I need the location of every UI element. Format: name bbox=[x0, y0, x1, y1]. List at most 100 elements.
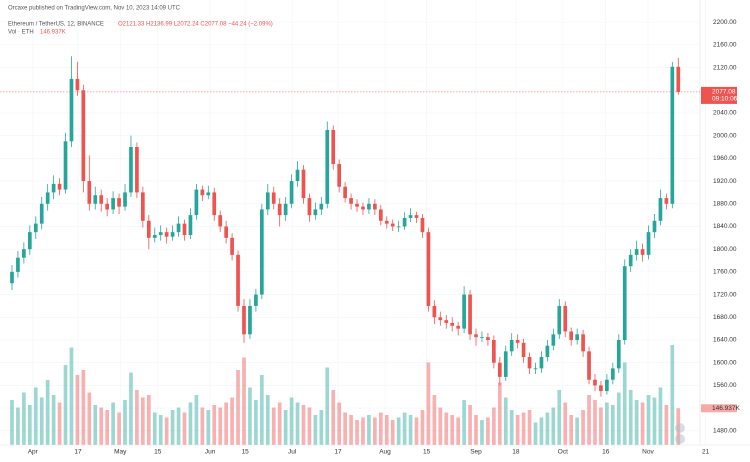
volume-bar bbox=[533, 422, 538, 445]
candle-body bbox=[658, 198, 663, 221]
volume-bar bbox=[212, 405, 217, 445]
volume-bar bbox=[271, 407, 276, 445]
candle-body bbox=[533, 368, 538, 370]
volume-bar bbox=[432, 395, 437, 445]
candle-body bbox=[265, 192, 270, 210]
volume-label: 146.937K bbox=[712, 405, 740, 412]
candle-body bbox=[676, 66, 681, 92]
candle-body bbox=[349, 198, 353, 204]
y-tick-label: 1920.00 bbox=[713, 178, 737, 185]
volume-bar bbox=[480, 420, 484, 445]
volume-bar bbox=[474, 415, 478, 445]
x-tick-label: 15 bbox=[154, 449, 162, 456]
y-tick-label: 1640.00 bbox=[713, 337, 737, 344]
candle-body bbox=[33, 223, 38, 233]
volume-bar bbox=[527, 410, 532, 445]
volume-bar bbox=[646, 395, 651, 445]
volume-bar bbox=[87, 392, 92, 445]
y-tick-label: 1800.00 bbox=[713, 246, 737, 253]
candle-body bbox=[605, 379, 609, 392]
volume-bar bbox=[420, 410, 425, 445]
candle-body bbox=[331, 129, 336, 165]
volume-bar bbox=[194, 395, 199, 445]
volume-bar bbox=[658, 387, 663, 445]
candle-body bbox=[105, 203, 110, 210]
volume-bar bbox=[408, 415, 413, 445]
volume-bar bbox=[176, 407, 181, 445]
candle-body bbox=[486, 337, 490, 340]
x-tick-label: Jun bbox=[205, 449, 216, 456]
last-price-box bbox=[701, 86, 737, 104]
candle-body bbox=[254, 294, 258, 306]
candle-body bbox=[581, 334, 585, 352]
y-tick-label: 1960.00 bbox=[713, 155, 737, 162]
candle-body bbox=[295, 169, 300, 182]
countdown: 09:10:06 bbox=[712, 96, 738, 103]
x-tick-label: Oct bbox=[558, 449, 568, 456]
volume-bar bbox=[581, 410, 585, 445]
volume-bar bbox=[170, 410, 175, 445]
watermark bbox=[675, 423, 685, 444]
volume-bar bbox=[51, 395, 56, 445]
candle-body bbox=[396, 226, 401, 228]
volume-bar bbox=[265, 395, 270, 445]
x-tick-label: Apr bbox=[28, 449, 39, 456]
candle-body bbox=[343, 186, 347, 199]
candle-body bbox=[123, 192, 127, 207]
candle-body bbox=[164, 232, 169, 237]
volume-bar bbox=[99, 407, 104, 445]
volume-bar bbox=[301, 405, 306, 445]
candle-body bbox=[87, 181, 92, 204]
candle-body bbox=[367, 203, 371, 210]
candle-body bbox=[93, 195, 98, 204]
volume-bar bbox=[587, 395, 591, 445]
volume-bar bbox=[575, 417, 579, 445]
candle-body bbox=[206, 192, 211, 196]
volume-bar bbox=[135, 390, 139, 445]
x-tick-label: Jul bbox=[288, 449, 297, 456]
candle-body bbox=[456, 325, 461, 329]
volume-bar bbox=[206, 410, 211, 445]
x-tick-label: 21 bbox=[702, 449, 710, 456]
price-pane bbox=[10, 56, 681, 397]
candle-body bbox=[545, 345, 550, 358]
volume-bar bbox=[610, 405, 615, 445]
volume-bar bbox=[426, 362, 431, 445]
candle-body bbox=[378, 209, 383, 221]
volume-bar bbox=[218, 407, 223, 445]
candle-body bbox=[610, 368, 615, 380]
volume-bar bbox=[75, 375, 80, 445]
candle-body bbox=[664, 198, 669, 204]
volume-bar bbox=[313, 415, 318, 445]
candle-body bbox=[230, 237, 234, 255]
candle-body bbox=[182, 223, 187, 235]
candle-body bbox=[616, 339, 621, 369]
candle-body bbox=[563, 305, 568, 332]
volume-bar bbox=[361, 417, 365, 445]
volume-bar bbox=[69, 347, 74, 445]
volume-bar bbox=[378, 412, 383, 445]
candle-body bbox=[628, 254, 633, 267]
candle-body bbox=[194, 189, 199, 216]
candle-body bbox=[652, 220, 657, 233]
candle-body bbox=[271, 192, 276, 204]
volume-bar bbox=[563, 402, 568, 445]
candle-body bbox=[39, 203, 44, 224]
candle-body bbox=[307, 198, 312, 216]
candle-body bbox=[355, 203, 359, 207]
volume-pane bbox=[10, 345, 681, 445]
volume-bar bbox=[349, 415, 353, 445]
candle-body bbox=[509, 339, 514, 352]
volume-bar bbox=[599, 407, 603, 445]
volume-bar bbox=[616, 392, 621, 445]
candle-body bbox=[468, 294, 472, 335]
volume-bar bbox=[521, 412, 526, 445]
volume-bar bbox=[551, 407, 556, 445]
candle-body bbox=[129, 147, 133, 193]
volume-bar bbox=[367, 415, 371, 445]
candle-body bbox=[450, 322, 455, 326]
volume-bar bbox=[557, 390, 562, 445]
y-tick-label: 2160.00 bbox=[713, 42, 737, 49]
volume-bar bbox=[402, 412, 407, 445]
